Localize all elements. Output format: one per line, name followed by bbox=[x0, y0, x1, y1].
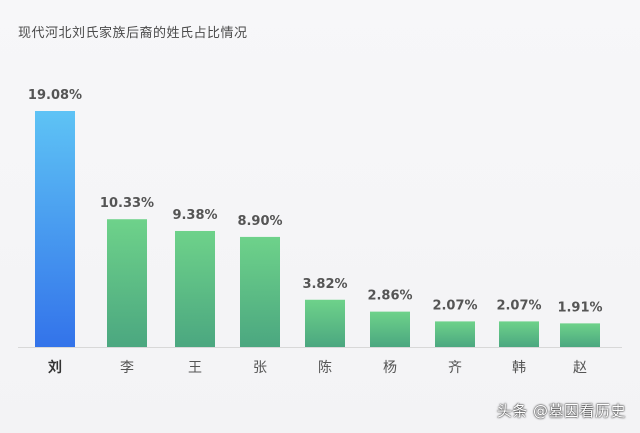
bar-杨 bbox=[370, 311, 410, 347]
bar-赵 bbox=[560, 323, 600, 347]
bar-王 bbox=[175, 230, 215, 347]
bar-李 bbox=[107, 219, 147, 347]
value-label: 19.08% bbox=[28, 88, 82, 103]
bar-陈 bbox=[305, 299, 345, 347]
value-label: 10.33% bbox=[100, 196, 154, 211]
value-label: 8.90% bbox=[237, 214, 282, 229]
bars-layer: 19.08% 刘 10.33% 李 9.38% 王 8.90% 张 3.82% 陈 2.86% 杨 2.… bbox=[18, 88, 622, 376]
chart-title: 现代河北刘氏家族后裔的姓氏占比情况 bbox=[18, 26, 248, 41]
value-label: 3.82% bbox=[302, 277, 347, 292]
value-label: 2.07% bbox=[432, 298, 477, 313]
category-label: 李 bbox=[120, 360, 134, 376]
category-label: 张 bbox=[253, 360, 267, 376]
category-label: 齐 bbox=[448, 360, 462, 376]
category-label: 刘 bbox=[48, 359, 62, 376]
bar-韩 bbox=[499, 321, 539, 347]
bar-张 bbox=[240, 236, 280, 347]
value-label: 2.07% bbox=[496, 298, 541, 313]
category-label: 赵 bbox=[573, 360, 587, 376]
value-label: 1.91% bbox=[557, 300, 602, 315]
bar-齐 bbox=[435, 321, 475, 347]
category-label: 韩 bbox=[512, 360, 526, 376]
watermark: 头条 @墓因看历史 bbox=[496, 402, 626, 420]
bar-刘 bbox=[35, 111, 75, 347]
value-label: 2.86% bbox=[367, 289, 412, 304]
category-label: 杨 bbox=[383, 360, 397, 376]
category-label: 陈 bbox=[318, 359, 332, 376]
category-label: 王 bbox=[188, 360, 202, 376]
value-label: 9.38% bbox=[172, 208, 217, 223]
